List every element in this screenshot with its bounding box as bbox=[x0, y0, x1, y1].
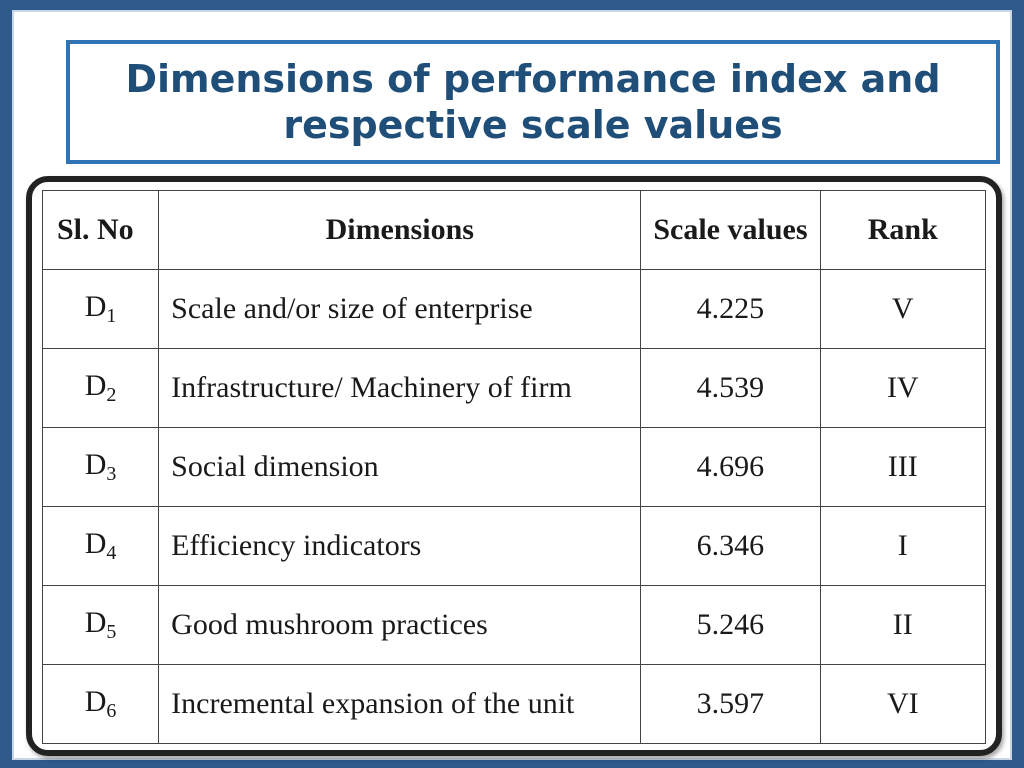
row-dimension: Efficiency indicators bbox=[158, 506, 642, 586]
row-code-subscript: 1 bbox=[106, 305, 117, 327]
row-code: D5 bbox=[41, 585, 160, 665]
header-sl-no: Sl. No bbox=[41, 190, 160, 270]
row-code: D3 bbox=[41, 427, 160, 507]
row-code: D1 bbox=[41, 269, 160, 349]
table-header-row: Sl. No Dimensions Scale values Rank bbox=[41, 190, 987, 270]
row-code: D4 bbox=[41, 506, 160, 586]
table-row: D3 Social dimension 4.696 III bbox=[41, 427, 987, 507]
table-row: D1 Scale and/or size of enterprise 4.225… bbox=[41, 269, 987, 349]
row-code-letter: D bbox=[84, 369, 107, 402]
row-scale-value: 5.246 bbox=[640, 585, 821, 665]
header-rank: Rank bbox=[819, 190, 987, 270]
row-code-subscript: 4 bbox=[106, 542, 117, 564]
title-box: Dimensions of performance index and resp… bbox=[66, 40, 1000, 164]
row-code-letter: D bbox=[84, 606, 107, 639]
header-dimensions: Dimensions bbox=[158, 190, 642, 270]
table-panel: Sl. No Dimensions Scale values Rank D1 S… bbox=[26, 176, 1002, 756]
row-code: D2 bbox=[41, 348, 160, 428]
row-scale-value: 6.346 bbox=[640, 506, 821, 586]
row-scale-value: 4.225 bbox=[640, 269, 821, 349]
slide-inner-border bbox=[12, 10, 1012, 760]
dimensions-table: Sl. No Dimensions Scale values Rank D1 S… bbox=[41, 190, 987, 744]
row-rank: VI bbox=[819, 664, 987, 744]
row-dimension: Incremental expansion of the unit bbox=[158, 664, 642, 744]
table-row: D6 Incremental expansion of the unit 3.5… bbox=[41, 664, 987, 744]
row-code-letter: D bbox=[84, 448, 107, 481]
row-code-subscript: 6 bbox=[106, 700, 117, 722]
row-dimension: Scale and/or size of enterprise bbox=[158, 269, 642, 349]
row-code-subscript: 2 bbox=[106, 384, 117, 406]
row-code-subscript: 3 bbox=[106, 463, 117, 485]
table-row: D5 Good mushroom practices 5.246 II bbox=[41, 585, 987, 665]
row-code-letter: D bbox=[84, 290, 107, 323]
row-code-letter: D bbox=[84, 685, 107, 718]
slide-title: Dimensions of performance index and resp… bbox=[125, 57, 941, 147]
header-scale-values: Scale values bbox=[640, 190, 821, 270]
row-dimension: Social dimension bbox=[158, 427, 642, 507]
row-rank: II bbox=[819, 585, 987, 665]
row-rank: I bbox=[819, 506, 987, 586]
row-code-letter: D bbox=[84, 527, 107, 560]
table-row: D4 Efficiency indicators 6.346 I bbox=[41, 506, 987, 586]
row-code: D6 bbox=[41, 664, 160, 744]
row-code-subscript: 5 bbox=[106, 621, 117, 643]
row-dimension: Infrastructure/ Machinery of firm bbox=[158, 348, 642, 428]
row-scale-value: 4.696 bbox=[640, 427, 821, 507]
table-row: D2 Infrastructure/ Machinery of firm 4.5… bbox=[41, 348, 987, 428]
row-scale-value: 3.597 bbox=[640, 664, 821, 744]
row-dimension: Good mushroom practices bbox=[158, 585, 642, 665]
row-rank: V bbox=[819, 269, 987, 349]
row-rank: IV bbox=[819, 348, 987, 428]
row-scale-value: 4.539 bbox=[640, 348, 821, 428]
row-rank: III bbox=[819, 427, 987, 507]
